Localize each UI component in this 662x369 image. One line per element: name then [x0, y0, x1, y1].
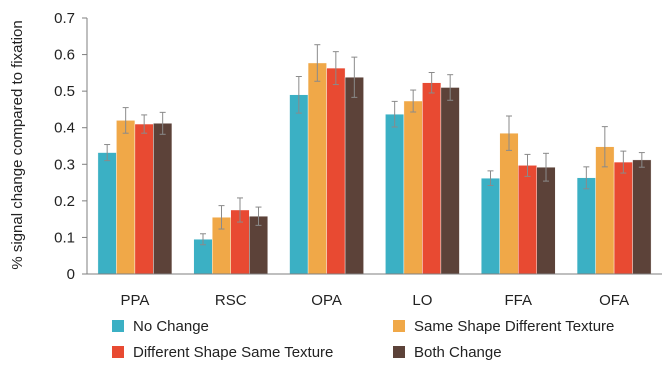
bar-ffa-series-1 — [499, 132, 519, 275]
legend-item-3: Both Change — [393, 344, 502, 361]
legend-item-1: Same Shape Different Texture — [393, 318, 614, 335]
legend-item-0: No Change — [112, 318, 209, 335]
legend-swatch — [112, 346, 124, 358]
y-tick-label: 0.6 — [54, 47, 75, 64]
legend-swatch — [112, 320, 124, 332]
bar-ppa-series-0 — [97, 152, 117, 275]
y-tick-label: 0.3 — [54, 156, 75, 173]
bar-opa-series-1 — [307, 62, 327, 275]
bar-opa-series-2 — [326, 67, 346, 275]
legend-label: No Change — [133, 318, 209, 335]
y-tick-label: 0.4 — [54, 120, 75, 137]
legend-label: Both Change — [414, 344, 502, 361]
x-tick-label-ofa: OFA — [599, 292, 629, 309]
x-tick-label-lo: LO — [412, 292, 432, 309]
bar-ffa-series-3 — [536, 167, 556, 275]
x-tick-label-opa: OPA — [311, 292, 342, 309]
bar-group-ofa — [576, 126, 652, 275]
legend-swatch — [393, 346, 405, 358]
x-axis: PPA RSC OPA LO FFA OFA — [87, 273, 662, 309]
x-tick-label-rsc: RSC — [215, 292, 247, 309]
bar-group-opa — [289, 44, 364, 275]
legend: No Change Same Shape Different Texture Dif… — [112, 318, 614, 361]
y-axis: 0 0.1 0.2 0.3 0.4 0.5 0.6 0.7 — [54, 10, 88, 283]
y-tick-label: 0.5 — [54, 83, 75, 100]
bar-ppa-series-3 — [153, 123, 173, 275]
bars — [97, 44, 652, 275]
bar-lo-series-2 — [422, 82, 442, 275]
bar-lo-series-0 — [385, 113, 405, 275]
y-tick-label: 0.7 — [54, 10, 75, 27]
y-tick-label: 0 — [67, 266, 75, 283]
x-tick-label-ppa: PPA — [120, 292, 149, 309]
bar-opa-series-3 — [344, 77, 364, 275]
legend-item-2: Different Shape Same Texture — [112, 344, 333, 361]
bar-ofa-series-0 — [576, 177, 596, 275]
bar-group-ppa — [97, 107, 173, 275]
bar-ofa-series-2 — [613, 161, 633, 275]
legend-swatch — [393, 320, 405, 332]
y-tick-label: 0.1 — [54, 229, 75, 246]
bar-ppa-series-2 — [134, 123, 154, 275]
bar-group-lo — [385, 71, 460, 275]
bar-opa-series-0 — [289, 94, 309, 275]
y-axis-title: % signal change compared to fixation — [9, 20, 26, 269]
bar-lo-series-1 — [403, 100, 423, 275]
y-tick-label: 0.2 — [54, 193, 75, 210]
bar-ffa-series-2 — [518, 165, 537, 275]
bar-ffa-series-0 — [481, 177, 500, 275]
bar-ppa-series-1 — [116, 120, 136, 275]
bar-lo-series-3 — [440, 87, 460, 275]
bar-group-ffa — [481, 115, 556, 275]
legend-label: Same Shape Different Texture — [414, 318, 614, 335]
bar-group-rsc — [193, 197, 268, 275]
legend-label: Different Shape Same Texture — [133, 344, 333, 361]
bar-ofa-series-3 — [632, 159, 652, 275]
x-tick-label-ffa: FFA — [504, 292, 532, 309]
